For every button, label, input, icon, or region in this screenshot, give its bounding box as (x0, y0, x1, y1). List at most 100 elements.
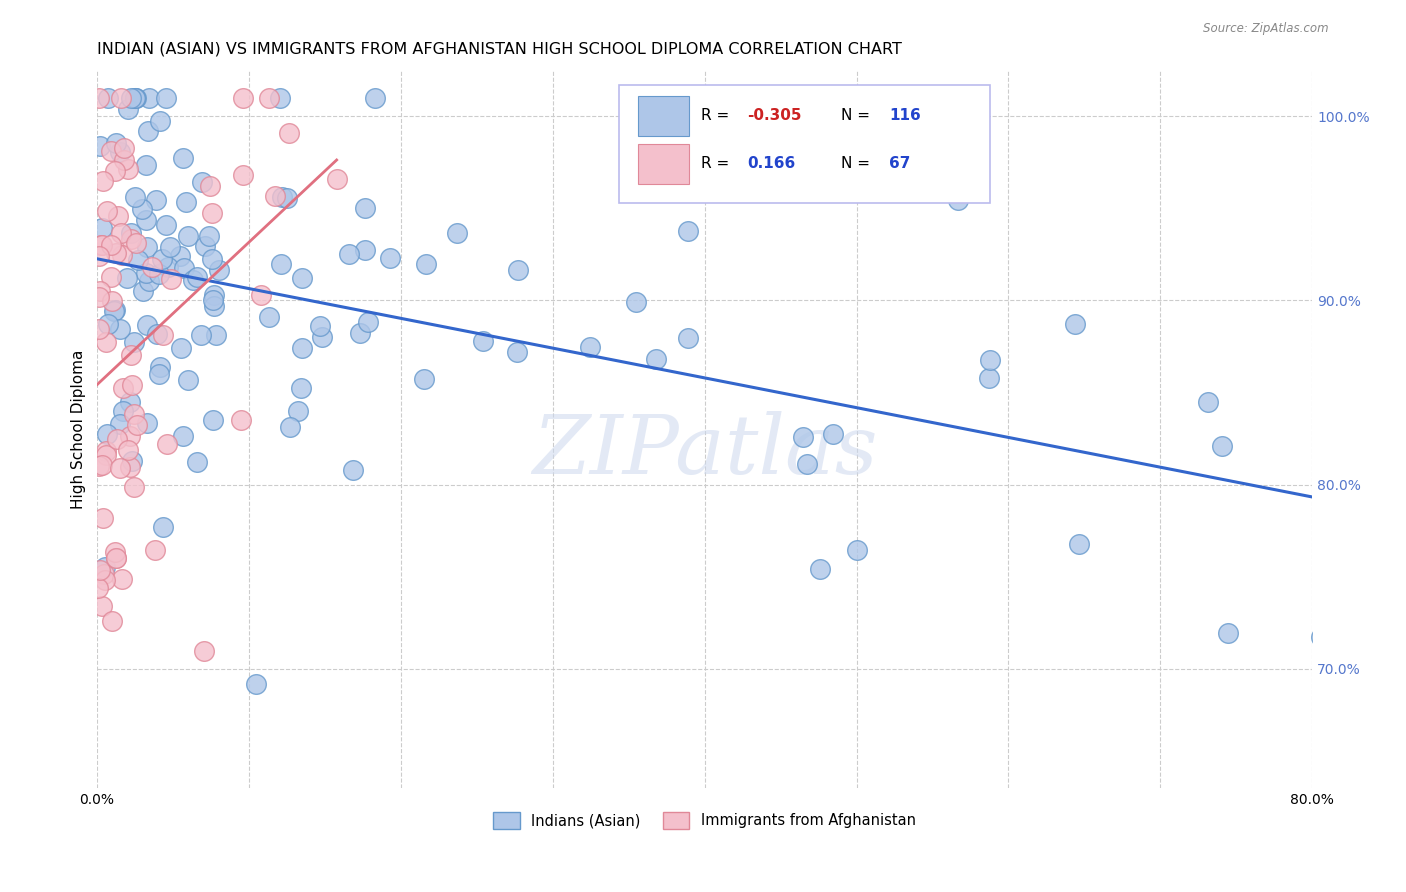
Point (97, 91, 120, 105)
Point (90, 237, 112, 252)
Point (111, 404, 134, 418)
Point (446, 227, 468, 241)
Point (120, 226, 142, 240)
Point (143, 542, 166, 557)
FancyBboxPatch shape (638, 95, 689, 136)
Point (136, 124, 159, 138)
Point (135, 158, 157, 172)
Text: -0.305: -0.305 (747, 108, 801, 123)
Text: 0.166: 0.166 (747, 156, 796, 171)
Point (1069, 537, 1091, 551)
Point (117, 442, 139, 457)
Point (117, 270, 139, 285)
Point (337, 247, 360, 261)
Point (94, 334, 117, 349)
Point (112, 381, 135, 395)
Point (472, 334, 495, 349)
Text: N =: N = (841, 156, 875, 171)
Point (270, 257, 292, 271)
Point (103, 303, 125, 318)
Point (94, 560, 117, 574)
Point (111, 248, 134, 262)
Point (1211, 439, 1233, 453)
Point (136, 318, 159, 332)
Point (201, 252, 224, 266)
Point (105, 136, 128, 150)
Point (120, 460, 142, 475)
Point (103, 164, 125, 178)
Point (193, 644, 215, 658)
Point (89, 563, 111, 577)
Point (579, 340, 602, 354)
Point (808, 562, 831, 576)
Point (136, 417, 159, 431)
Point (259, 91, 281, 105)
Point (792, 429, 814, 443)
Point (105, 432, 128, 446)
Point (290, 381, 312, 395)
Point (364, 91, 387, 105)
Point (104, 550, 127, 565)
Point (413, 371, 436, 385)
Point (204, 328, 226, 343)
Point (676, 224, 699, 238)
Point (170, 342, 193, 356)
Point (155, 91, 177, 105)
Point (796, 457, 818, 471)
Point (148, 367, 170, 381)
Point (101, 614, 124, 628)
Point (89, 322, 111, 336)
Point (186, 455, 208, 469)
Point (231, 413, 253, 427)
Point (506, 344, 529, 359)
Point (96, 448, 118, 462)
Point (121, 454, 143, 468)
Point (191, 176, 214, 190)
Text: N =: N = (841, 108, 875, 123)
Point (378, 251, 401, 265)
Point (97, 318, 120, 332)
Point (125, 91, 148, 105)
Point (124, 480, 146, 494)
Point (125, 417, 148, 432)
Point (626, 295, 648, 310)
Point (108, 417, 131, 431)
Point (122, 334, 145, 349)
Point (269, 91, 291, 105)
Point (291, 271, 314, 285)
Point (259, 310, 281, 325)
Point (415, 257, 437, 271)
Point (177, 373, 200, 387)
Text: R =: R = (702, 108, 734, 123)
Point (87, 581, 110, 595)
Point (118, 429, 141, 443)
Point (138, 274, 160, 288)
Point (87, 91, 110, 105)
Point (186, 269, 208, 284)
Text: INDIAN (ASIAN) VS IMMIGRANTS FROM AFGHANISTAN HIGH SCHOOL DIPLOMA CORRELATION CH: INDIAN (ASIAN) VS IMMIGRANTS FROM AFGHAN… (97, 42, 901, 57)
Point (91, 174, 114, 188)
Point (291, 341, 314, 355)
Point (208, 263, 231, 277)
Point (120, 232, 142, 246)
Point (201, 413, 224, 427)
Point (96, 426, 118, 441)
Point (176, 229, 198, 244)
Point (121, 378, 143, 392)
Point (172, 151, 194, 165)
Point (120, 348, 142, 362)
Point (149, 359, 172, 374)
Point (357, 315, 380, 329)
Point (125, 235, 148, 250)
Point (124, 91, 146, 105)
Point (100, 269, 122, 284)
Point (94, 443, 117, 458)
Point (105, 245, 128, 260)
Point (100, 145, 122, 159)
Legend: Indians (Asian), Immigrants from Afghanistan: Indians (Asian), Immigrants from Afghani… (488, 806, 921, 835)
Point (160, 272, 183, 286)
Point (172, 429, 194, 443)
Point (112, 153, 135, 167)
Text: 67: 67 (890, 156, 911, 171)
Point (104, 545, 127, 559)
